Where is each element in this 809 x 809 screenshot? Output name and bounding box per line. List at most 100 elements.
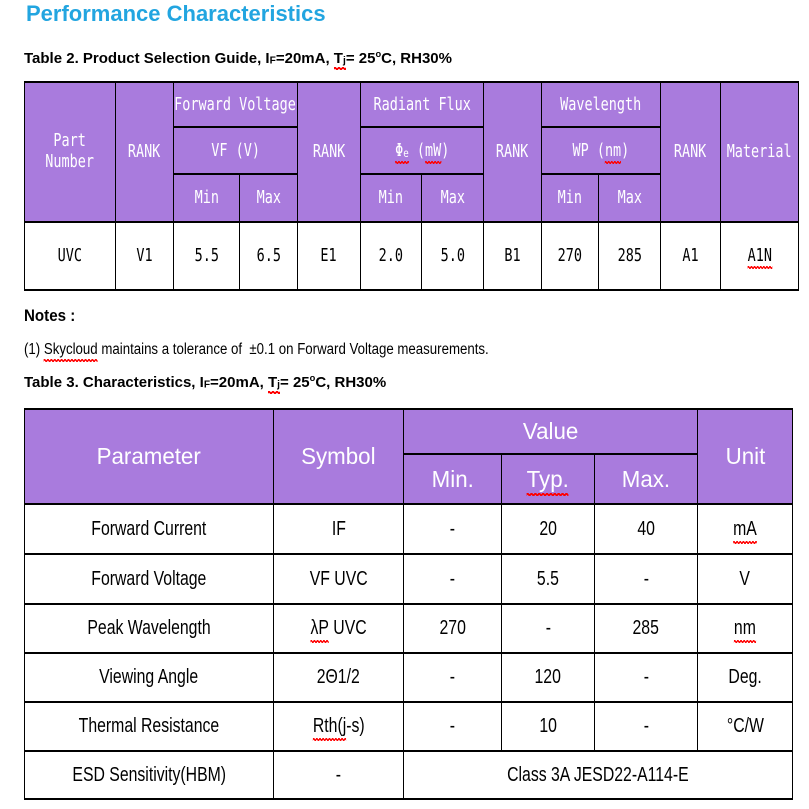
t2-data-row: UVC V1 5.5 6.5 E1 2.0 5.0 B1 270 285 A1 …	[24, 221, 800, 291]
cell-content: RANK	[674, 142, 707, 162]
cell-content: B1	[504, 246, 521, 266]
t2-header-rank-2: RANK	[297, 81, 362, 223]
cell-content: 20	[539, 517, 557, 540]
t2-header-row-symbols: VF (V) Φe (mW) WP (nm)	[25, 126, 799, 175]
t3-row-forward-current: Forward Current IF - 20 40 mA	[24, 503, 793, 555]
cell-content: 6.5	[256, 246, 281, 266]
t2-header-wl-min: Min	[541, 173, 600, 223]
cell-content: 270	[557, 246, 583, 266]
t3-max: -	[594, 701, 698, 752]
t3-symbol: -	[273, 750, 404, 800]
t2-header-radiant-flux: Radiant Flux	[360, 81, 485, 128]
t2-cell-flux-min: 2.0	[360, 221, 423, 291]
t3-typ: 20	[501, 503, 595, 555]
t2-cell-rank-v: V1	[115, 221, 174, 291]
t3-header-unit: Unit	[697, 408, 793, 505]
cell-content: 270	[439, 617, 466, 639]
t2-cell-vf-max: 6.5	[238, 221, 299, 291]
cell-content: 285	[617, 246, 642, 266]
cell-content: Peak Wavelength	[87, 617, 211, 639]
cell-content: Max	[617, 188, 642, 208]
t2-cell-wl-min: 270	[541, 221, 600, 291]
cell-content: Max.	[621, 465, 671, 492]
cell-content: 2.0	[378, 246, 404, 266]
t3-symbol: Rth(j-s)	[273, 701, 404, 752]
t3-min: -	[403, 701, 502, 752]
table3-caption: Table 3. Characteristics, IF=20mA, Tj= 2…	[24, 373, 387, 394]
t2-cell-flux-max: 5.0	[421, 221, 485, 291]
t2-header-flux-max: Max	[421, 173, 485, 223]
t3-row-esd-sensitivity: ESD Sensitivity(HBM) - Class 3A JESD22-A…	[24, 750, 793, 800]
cell-content: RANK	[128, 142, 161, 162]
cell-content: Part Number	[45, 131, 95, 172]
t3-header-typ: Typ.	[501, 453, 595, 505]
t2-header-wavelength: Wavelength	[541, 81, 662, 128]
cell-content: VF (V)	[211, 140, 260, 161]
t3-symbol: IF	[273, 503, 404, 555]
note-1: (1) Skycloud maintains a tolerance of ±0…	[24, 341, 489, 362]
cell-content: Forward Voltage	[174, 94, 297, 115]
cell-content: Forward Voltage	[91, 567, 207, 590]
t2-cell-rank-b: B1	[483, 221, 543, 291]
t2-header-rank-4: RANK	[660, 81, 722, 223]
cell-content: ESD Sensitivity(HBM)	[72, 763, 226, 786]
t3-row-thermal-resistance: Thermal Resistance Rth(j-s) - 10 - °C/W	[24, 701, 793, 752]
t3-max: -	[594, 553, 698, 605]
t3-header-symbol: Symbol	[273, 408, 404, 505]
t3-max: 40	[594, 503, 698, 555]
cell-content: 5.5	[537, 567, 559, 590]
t3-param: Forward Current	[24, 503, 274, 555]
t3-min: -	[403, 503, 502, 555]
cell-content: nm	[734, 617, 756, 643]
t3-header-value: Value	[403, 408, 698, 455]
cell-content: V	[739, 567, 751, 590]
cell-content: °C/W	[726, 715, 764, 737]
cell-content: 40	[637, 517, 655, 540]
cell-content: Viewing Angle	[99, 666, 199, 688]
t3-typ: 10	[501, 701, 595, 752]
cell-content: Rth(j-s)	[312, 715, 365, 741]
cell-content: Deg.	[728, 666, 762, 688]
t3-row-viewing-angle: Viewing Angle 2Θ1/2 - 120 - Deg.	[24, 652, 793, 703]
cell-content: E1	[320, 246, 338, 266]
t3-header-parameter: Parameter	[24, 408, 274, 505]
cell-content: UVC	[57, 246, 83, 266]
cell-content: mA	[733, 517, 757, 544]
t2-header-rank-3: RANK	[483, 81, 543, 223]
cell-content: Radiant Flux	[373, 94, 471, 115]
t2-cell-wl-max: 285	[598, 221, 662, 291]
t3-min: 270	[403, 603, 502, 654]
t3-unit: V	[697, 553, 793, 605]
t3-header-min: Min.	[403, 453, 502, 505]
cell-content: λP UVC	[310, 617, 367, 643]
table2-caption: Table 2. Product Selection Guide, IF=20m…	[24, 49, 452, 70]
t2-header-flux-min: Min	[360, 173, 423, 223]
cell-content: 5.0	[440, 246, 465, 266]
t3-typ: 5.5	[501, 553, 595, 605]
cell-content: V1	[136, 246, 153, 266]
t2-header-vf-max: Max	[238, 173, 299, 223]
cell-content: -	[643, 715, 649, 737]
t3-min: -	[403, 652, 502, 703]
t3-header-row-main: Parameter Symbol Value Unit	[24, 408, 793, 505]
cell-content: Value	[522, 418, 579, 444]
t2-header-flux-symbol: Φe (mW)	[360, 126, 485, 175]
cell-content: Forward Current	[91, 517, 207, 540]
t2-header-wl-max: Max	[598, 173, 662, 223]
cell-content: A1	[682, 246, 699, 266]
t3-param: Peak Wavelength	[24, 603, 274, 654]
cell-content: Min	[378, 188, 404, 208]
t3-param: ESD Sensitivity(HBM)	[24, 750, 274, 800]
t3-symbol: 2Θ1/2	[273, 652, 404, 703]
t2-header-part-number: Part Number	[24, 81, 116, 223]
t3-esd-class: Class 3A JESD22-A114-E	[403, 750, 793, 800]
cell-content: Thermal Resistance	[78, 715, 220, 737]
t3-typ: -	[501, 603, 595, 654]
t3-symbol: VF UVC	[273, 553, 404, 605]
cell-content: Max	[256, 188, 281, 208]
t3-min: -	[403, 553, 502, 605]
cell-content: Symbol	[301, 443, 376, 469]
t2-cell-material: A1N	[720, 221, 800, 291]
t2-header-row-groups: Part Number RANK Forward Voltage RANK Ra…	[24, 81, 800, 223]
